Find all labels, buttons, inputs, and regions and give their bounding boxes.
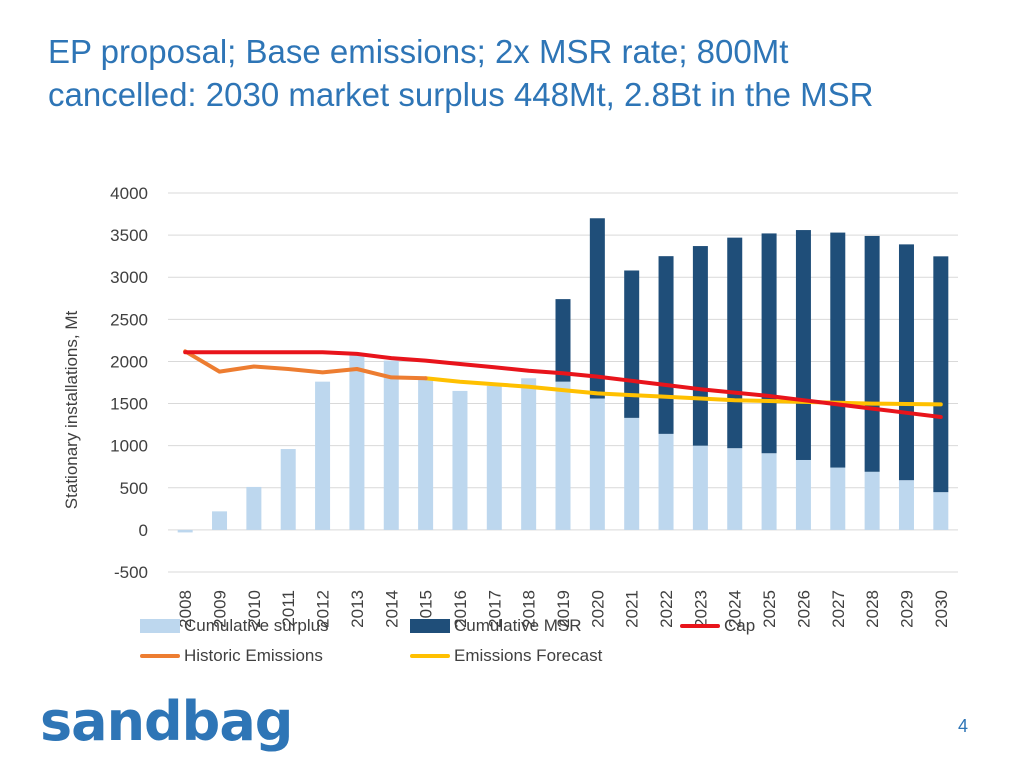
lines bbox=[183, 349, 943, 419]
x-tick-label: 2023 bbox=[691, 590, 710, 628]
x-tick-label: 2009 bbox=[211, 590, 230, 628]
sandbag-logo: sandbag bbox=[40, 690, 293, 753]
bars bbox=[177, 218, 949, 533]
x-tick-label: 2021 bbox=[623, 590, 642, 628]
y-tick-label: -500 bbox=[114, 563, 148, 582]
bar-cumulative-surplus-2010 bbox=[246, 486, 262, 530]
legend-label-historic-emissions: Historic Emissions bbox=[184, 646, 323, 665]
bar-cumulative-msr-2029 bbox=[898, 244, 914, 481]
x-tick-label: 2025 bbox=[760, 590, 779, 628]
x-tick-label: 2027 bbox=[829, 590, 848, 628]
x-tick-label: 2020 bbox=[588, 590, 607, 628]
x-tick-label: 2008 bbox=[176, 590, 195, 628]
bar-cumulative-msr-2030 bbox=[933, 256, 949, 493]
slide-title-line-1: EP proposal; Base emissions; 2x MSR rate… bbox=[48, 33, 789, 70]
bar-cumulative-surplus-2024 bbox=[727, 448, 743, 530]
legend-label-cumulative-msr: Cumulative MSR bbox=[454, 616, 582, 635]
slide-title-line-2: cancelled: 2030 market surplus 448Mt, 2.… bbox=[48, 76, 874, 113]
slide-title: EP proposal; Base emissions; 2x MSR rate… bbox=[48, 30, 988, 116]
bar-cumulative-surplus-2027 bbox=[830, 467, 846, 530]
bar-cumulative-surplus-2015 bbox=[418, 378, 434, 530]
bar-cumulative-msr-2025 bbox=[761, 233, 777, 454]
bar-cumulative-surplus-2023 bbox=[692, 445, 708, 530]
legend-label-emissions-forecast: Emissions Forecast bbox=[454, 646, 603, 665]
bar-cumulative-surplus-2029 bbox=[898, 480, 914, 530]
x-tick-label: 2026 bbox=[794, 590, 813, 628]
bar-cumulative-surplus-2025 bbox=[761, 453, 777, 530]
x-tick-label: 2018 bbox=[520, 590, 539, 628]
legend-swatch-cap bbox=[680, 624, 720, 628]
x-tick-label: 2028 bbox=[863, 590, 882, 628]
bar-cumulative-msr-2028 bbox=[864, 235, 880, 472]
axes: -500 0 500 1000 1500 2000 2500 3000 3500 4000 2008… bbox=[110, 184, 951, 628]
bar-cumulative-surplus-2016 bbox=[452, 390, 468, 530]
bar-cumulative-surplus-2012 bbox=[315, 381, 331, 530]
legend-label-cumulative-surplus: Cumulative surplus bbox=[184, 616, 329, 635]
bar-cumulative-msr-2027 bbox=[830, 232, 846, 468]
bar-cumulative-msr-2026 bbox=[795, 230, 811, 460]
x-tick-label: 2015 bbox=[417, 590, 436, 628]
bar-cumulative-surplus-2017 bbox=[486, 385, 502, 530]
legend-item-cumulative-msr: Cumulative MSR bbox=[410, 616, 582, 636]
legend-swatch-cumulative-msr bbox=[410, 619, 450, 633]
bar-cumulative-msr-2019 bbox=[555, 299, 571, 382]
bar-cumulative-surplus-2021 bbox=[624, 417, 640, 530]
y-tick-label: 1500 bbox=[110, 395, 148, 414]
y-tick-label: 0 bbox=[139, 521, 148, 540]
x-tick-label: 2016 bbox=[451, 590, 470, 628]
y-axis-label: Stationary installations, Mt bbox=[62, 311, 81, 510]
x-tick-label: 2014 bbox=[382, 590, 401, 628]
bar-cumulative-surplus-2030 bbox=[933, 492, 949, 530]
bar-cumulative-surplus-2014 bbox=[383, 360, 399, 530]
bar-cumulative-surplus-2028 bbox=[864, 471, 880, 530]
bar-cumulative-surplus-2013 bbox=[349, 355, 365, 530]
legend-swatch-cumulative-surplus bbox=[140, 619, 180, 633]
bar-cumulative-surplus-2018 bbox=[521, 378, 537, 530]
y-tick-label: 2500 bbox=[110, 310, 148, 329]
line-historic-emissions bbox=[183, 349, 428, 381]
x-tick-label: 2010 bbox=[245, 590, 264, 628]
bar-cumulative-surplus-2008 bbox=[177, 529, 193, 533]
legend-item-cap: Cap bbox=[680, 616, 755, 636]
line-cap bbox=[183, 350, 943, 419]
legend-swatch-emissions-forecast bbox=[410, 654, 450, 658]
x-tick-label: 2022 bbox=[657, 590, 676, 628]
legend-item-historic-emissions: Historic Emissions bbox=[140, 646, 323, 666]
page-number: 4 bbox=[958, 716, 969, 736]
y-tick-label: 3000 bbox=[110, 268, 148, 287]
y-tick-label: 4000 bbox=[110, 184, 148, 203]
x-tick-label: 2017 bbox=[485, 590, 504, 628]
bar-cumulative-surplus-2011 bbox=[280, 449, 296, 530]
y-tick-label: 2000 bbox=[110, 352, 148, 371]
bar-cumulative-msr-2023 bbox=[692, 246, 708, 446]
bar-cumulative-surplus-2026 bbox=[795, 459, 811, 530]
x-tick-label: 2029 bbox=[897, 590, 916, 628]
bar-cumulative-surplus-2019 bbox=[555, 381, 571, 530]
x-tick-label: 2013 bbox=[348, 590, 367, 628]
x-tick-label: 2019 bbox=[554, 590, 573, 628]
bar-cumulative-surplus-2022 bbox=[658, 433, 674, 530]
bar-cumulative-surplus-2009 bbox=[212, 511, 228, 530]
y-tick-label: 500 bbox=[120, 479, 148, 498]
x-tick-label: 2011 bbox=[279, 590, 298, 627]
x-tick-label: 2024 bbox=[726, 590, 745, 628]
legend-label-cap: Cap bbox=[724, 616, 756, 635]
bar-cumulative-msr-2024 bbox=[727, 237, 743, 449]
bar-cumulative-msr-2020 bbox=[589, 218, 605, 399]
legend-item-emissions-forecast: Emissions Forecast bbox=[410, 646, 602, 666]
x-tick-label: 2012 bbox=[314, 590, 333, 628]
chart-legend: Cumulative surplus Cumulative MSR Cap Hi… bbox=[140, 616, 940, 676]
x-tick-label: 2030 bbox=[932, 590, 951, 628]
bar-cumulative-msr-2022 bbox=[658, 256, 674, 434]
legend-item-cumulative-surplus: Cumulative surplus bbox=[140, 616, 329, 636]
legend-swatch-historic-emissions bbox=[140, 654, 180, 658]
line-emissions-forecast bbox=[423, 376, 943, 407]
bar-cumulative-surplus-2020 bbox=[589, 398, 605, 530]
y-tick-label: 3500 bbox=[110, 226, 148, 245]
y-tick-label: 1000 bbox=[110, 437, 148, 456]
